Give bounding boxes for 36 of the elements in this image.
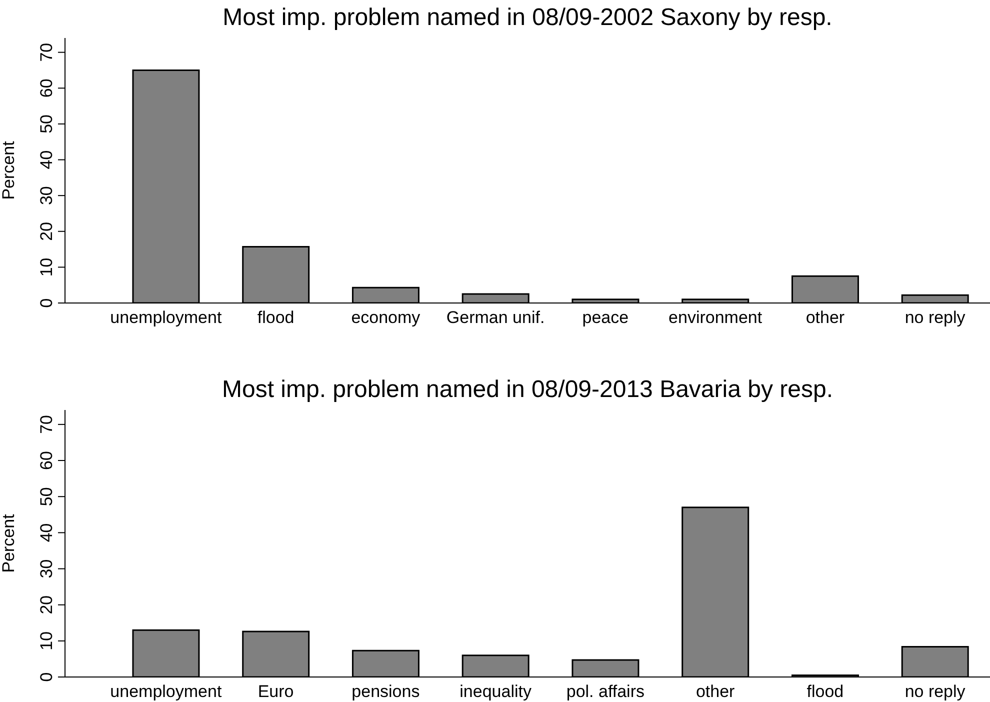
x-tick-label: German unif. — [446, 308, 545, 328]
x-tick-label: environment — [668, 308, 762, 328]
y-axis-title: Percent — [0, 514, 18, 573]
y-axis-title: Percent — [0, 140, 18, 200]
x-tick-label: inequality — [460, 682, 532, 702]
y-tick-label: 60 — [37, 451, 56, 470]
x-tick-label: other — [696, 682, 736, 702]
x-tick-label: other — [806, 308, 845, 328]
y-tick-label: 30 — [37, 559, 56, 578]
chart-title: Most imp. problem named in 08/09-2013 Bavaria by resp. — [221, 376, 834, 404]
x-tick-label: no reply — [904, 682, 966, 702]
y-tick-label: 10 — [37, 631, 56, 650]
y-tick-label: 20 — [37, 222, 56, 241]
y-tick-label: 70 — [37, 42, 56, 62]
x-tick-label: pensions — [352, 682, 420, 702]
x-tick-label: no reply — [904, 308, 966, 328]
x-tick-label: unemployment — [110, 308, 222, 328]
y-tick-label: 20 — [37, 595, 56, 614]
y-tick-label: 10 — [37, 258, 56, 277]
y-tick-label: 50 — [37, 487, 56, 506]
y-tick-label: 40 — [37, 150, 56, 170]
x-tick-label: peace — [582, 308, 629, 328]
x-tick-label: Euro — [258, 682, 294, 702]
x-tick-label: flood — [806, 682, 844, 702]
y-tick-label: 0 — [37, 298, 56, 308]
x-tick-label: unemployment — [110, 682, 222, 702]
chart-title: Most imp. problem named in 08/09-2002 Saxony by resp. — [222, 4, 834, 32]
x-tick-label: economy — [351, 308, 421, 328]
y-tick-label: 50 — [37, 114, 56, 134]
y-tick-label: 60 — [37, 78, 56, 98]
y-tick-label: 40 — [37, 523, 56, 542]
y-tick-label: 0 — [37, 672, 56, 682]
x-tick-label: flood — [257, 308, 294, 328]
y-tick-label: 70 — [37, 414, 56, 434]
y-tick-label: 30 — [37, 186, 56, 206]
x-tick-label: pol. affairs — [566, 682, 644, 702]
